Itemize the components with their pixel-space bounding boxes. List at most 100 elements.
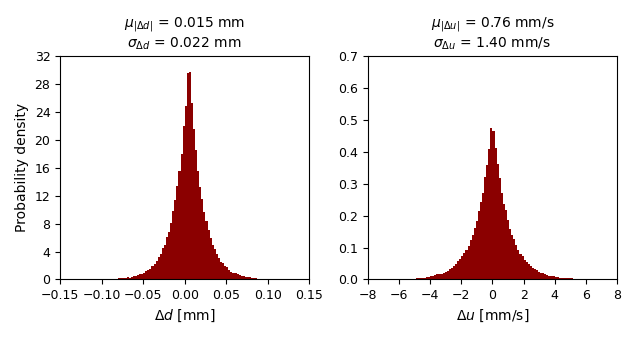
Bar [118, 278, 120, 279]
Bar [487, 165, 488, 279]
Bar [544, 274, 546, 279]
Bar [243, 276, 245, 279]
Bar [501, 193, 503, 279]
Bar [181, 155, 183, 279]
Bar [416, 278, 418, 279]
Bar [449, 269, 451, 279]
Bar [528, 264, 530, 279]
Bar [488, 149, 490, 279]
Bar [472, 235, 474, 279]
Bar [153, 264, 156, 279]
Bar [176, 186, 179, 279]
Bar [191, 103, 193, 279]
Bar [255, 278, 258, 279]
Bar [530, 266, 532, 279]
Bar [555, 277, 556, 279]
Bar [428, 277, 430, 279]
Bar [235, 274, 237, 279]
Bar [548, 276, 551, 279]
Bar [131, 277, 133, 279]
Bar [461, 256, 464, 279]
Bar [199, 187, 202, 279]
Bar [193, 129, 195, 279]
Bar [565, 278, 567, 279]
Bar [464, 253, 466, 279]
Bar [561, 278, 563, 279]
Bar [245, 277, 247, 279]
Bar [207, 230, 210, 279]
Bar [446, 271, 449, 279]
Bar [202, 199, 204, 279]
Bar [122, 278, 125, 279]
Bar [218, 258, 220, 279]
Bar [467, 246, 469, 279]
Bar [170, 223, 172, 279]
Bar [424, 278, 426, 279]
Bar [204, 213, 205, 279]
Bar [546, 275, 548, 279]
Title: $\mu_{|\Delta d|}$ = 0.015 mm
$\sigma_{\Delta d}$ = 0.022 mm: $\mu_{|\Delta d|}$ = 0.015 mm $\sigma_{\… [124, 15, 245, 53]
Bar [478, 211, 480, 279]
Bar [426, 277, 428, 279]
Bar [249, 277, 251, 279]
Bar [523, 260, 526, 279]
Bar [540, 273, 543, 279]
Bar [125, 278, 127, 279]
Bar [543, 273, 544, 279]
Bar [195, 150, 197, 279]
Bar [187, 73, 189, 279]
X-axis label: $\Delta u$ [mm/s]: $\Delta u$ [mm/s] [456, 308, 529, 324]
Bar [474, 228, 476, 279]
Bar [151, 266, 153, 279]
Bar [455, 264, 457, 279]
X-axis label: $\Delta d$ [mm]: $\Delta d$ [mm] [154, 308, 216, 324]
Bar [513, 239, 515, 279]
Bar [497, 164, 499, 279]
Bar [251, 278, 253, 279]
Bar [522, 256, 523, 279]
Bar [135, 276, 137, 279]
Bar [569, 278, 571, 279]
Bar [526, 262, 528, 279]
Bar [490, 128, 492, 279]
Bar [538, 272, 540, 279]
Bar [247, 277, 249, 279]
Bar [515, 245, 517, 279]
Bar [451, 268, 453, 279]
Bar [164, 244, 166, 279]
Bar [507, 220, 509, 279]
Bar [422, 278, 424, 279]
Bar [228, 270, 230, 279]
Bar [179, 171, 181, 279]
Bar [484, 177, 487, 279]
Bar [139, 274, 141, 279]
Bar [457, 261, 459, 279]
Bar [466, 250, 467, 279]
Bar [420, 278, 422, 279]
Bar [253, 278, 255, 279]
Bar [156, 261, 158, 279]
Bar [241, 276, 243, 279]
Bar [505, 211, 507, 279]
Bar [141, 274, 143, 279]
Bar [137, 275, 139, 279]
Bar [237, 274, 238, 279]
Bar [499, 178, 501, 279]
Bar [214, 248, 216, 279]
Bar [469, 240, 472, 279]
Bar [476, 221, 478, 279]
Bar [183, 126, 184, 279]
Bar [563, 278, 565, 279]
Bar [503, 204, 505, 279]
Bar [453, 266, 455, 279]
Bar [438, 275, 441, 279]
Bar [495, 148, 497, 279]
Bar [143, 273, 145, 279]
Bar [148, 270, 149, 279]
Bar [216, 254, 218, 279]
Bar [432, 276, 434, 279]
Bar [517, 250, 520, 279]
Bar [571, 278, 574, 279]
Bar [430, 277, 432, 279]
Bar [224, 265, 226, 279]
